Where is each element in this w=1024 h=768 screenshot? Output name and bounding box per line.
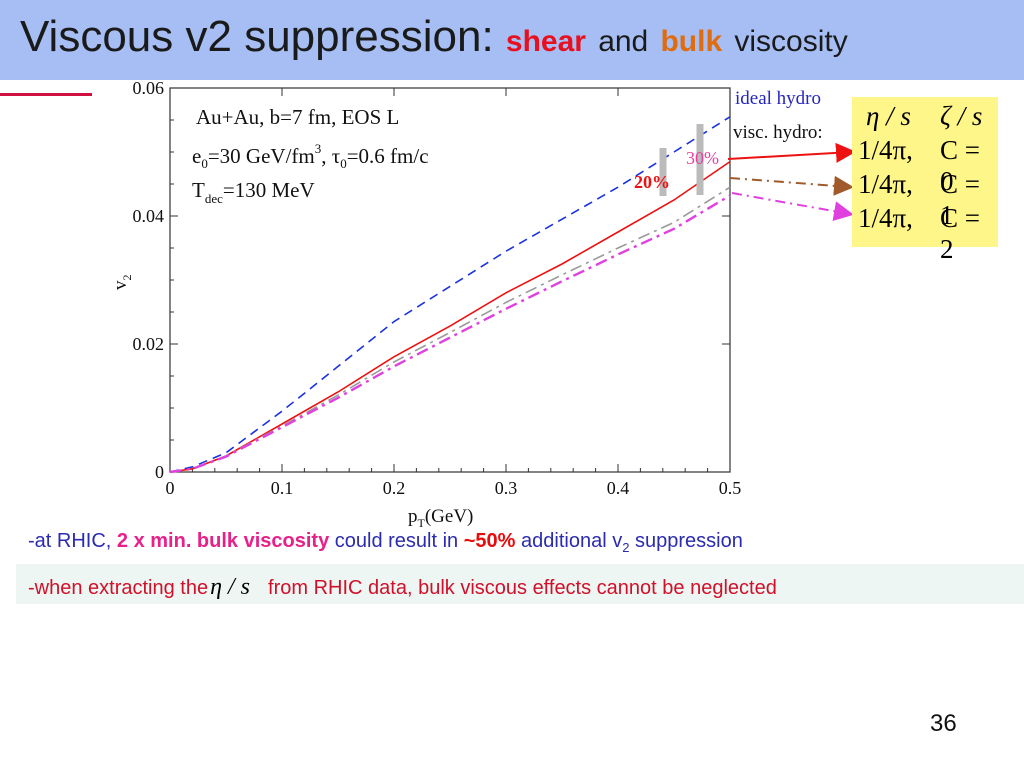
note-line-2-background xyxy=(16,564,1024,604)
note1-part: -at RHIC, xyxy=(28,530,117,552)
label-30pct: 30% xyxy=(686,148,719,168)
annotation-line-3: Tdec=130 MeV xyxy=(192,178,315,206)
table-cell-zeta: C = 0 xyxy=(940,135,980,196)
x-tick-label: 0.5 xyxy=(719,478,742,498)
annotation-line-2: e0=30 GeV/fm3, τ0=0.6 fm/c xyxy=(192,141,429,171)
note-line-2: -when extracting theη / s from RHIC data,… xyxy=(28,574,777,601)
note1-part: additional v xyxy=(515,530,623,552)
note-line-1: -at RHIC, 2 x min. bulk viscosity could … xyxy=(28,530,743,555)
y-tick-label: 0.06 xyxy=(133,78,165,98)
slide-title: Viscous v2 suppression: shear and bulk v… xyxy=(20,12,848,62)
title-bar xyxy=(0,0,1024,80)
note1-percent-highlight: ~50% xyxy=(463,530,516,552)
legend-visc-hydro: visc. hydro: xyxy=(733,122,823,143)
y-axis-label: v2 xyxy=(110,275,134,291)
arrow-bulk-2 xyxy=(731,192,854,222)
legend-ideal-hydro: ideal hydro xyxy=(735,88,822,109)
series-line-1 xyxy=(169,160,731,473)
x-tick-label: 0.1 xyxy=(271,478,294,498)
table-cell-eta: 1/4π, xyxy=(858,135,913,165)
note1-bulk-highlight: 2 x min. bulk viscosity xyxy=(116,530,330,552)
title-bulk: bulk xyxy=(660,25,723,58)
y-tick-label: 0.02 xyxy=(133,334,165,354)
x-axis-label: pT(GeV) xyxy=(408,506,473,530)
x-tick-label: 0.2 xyxy=(383,478,406,498)
x-tick-label: 0.3 xyxy=(495,478,518,498)
note1-subscript: 2 xyxy=(622,540,630,555)
accent-line xyxy=(0,93,92,96)
axis-ticks: 0 0.1 0.2 0.3 0.4 0.5 0 0.02 0.04 0.06 xyxy=(133,78,742,498)
note1-part: suppression xyxy=(629,530,743,552)
x-tick-label: 0.4 xyxy=(607,478,630,498)
note2-part: from RHIC data, bulk viscous effects can… xyxy=(268,577,777,599)
note2-part: -when extracting the xyxy=(28,577,209,599)
table-cell-eta: 1/4π, xyxy=(858,203,913,233)
arrow-bulk-1 xyxy=(729,175,854,196)
table-header-zeta: ζ / s xyxy=(940,101,983,131)
series-line-3 xyxy=(169,194,731,474)
label-20pct: 20% xyxy=(634,172,670,192)
annotation-line-1: Au+Au, b=7 fm, EOS L xyxy=(196,105,399,129)
page-number: 36 xyxy=(930,710,957,737)
series-line-0 xyxy=(169,116,731,473)
title-shear: shear xyxy=(505,25,586,58)
title-viscosity: viscosity xyxy=(734,25,848,58)
y-tick-label: 0 xyxy=(155,462,164,482)
table-cell-eta: 1/4π, xyxy=(858,169,913,199)
table-header-eta: η / s xyxy=(866,101,911,131)
y-tick-label: 0.04 xyxy=(133,206,165,226)
title-main: Viscous v2 suppression: xyxy=(20,12,506,61)
table-cell-zeta: C = 1 xyxy=(940,169,980,230)
x-tick-label: 0 xyxy=(166,478,175,498)
table-cell-zeta: C = 2 xyxy=(940,203,980,264)
series-line-2 xyxy=(169,186,731,473)
title-and: and xyxy=(598,25,649,58)
note1-part: could result in xyxy=(329,530,464,552)
note2-eta-symbol: η / s xyxy=(210,574,251,600)
arrow-shear xyxy=(727,142,856,163)
series-group xyxy=(169,116,731,474)
viscosity-table: η / s ζ / s 1/4π, C = 0 1/4π, C = 1 1/4π… xyxy=(852,97,998,264)
